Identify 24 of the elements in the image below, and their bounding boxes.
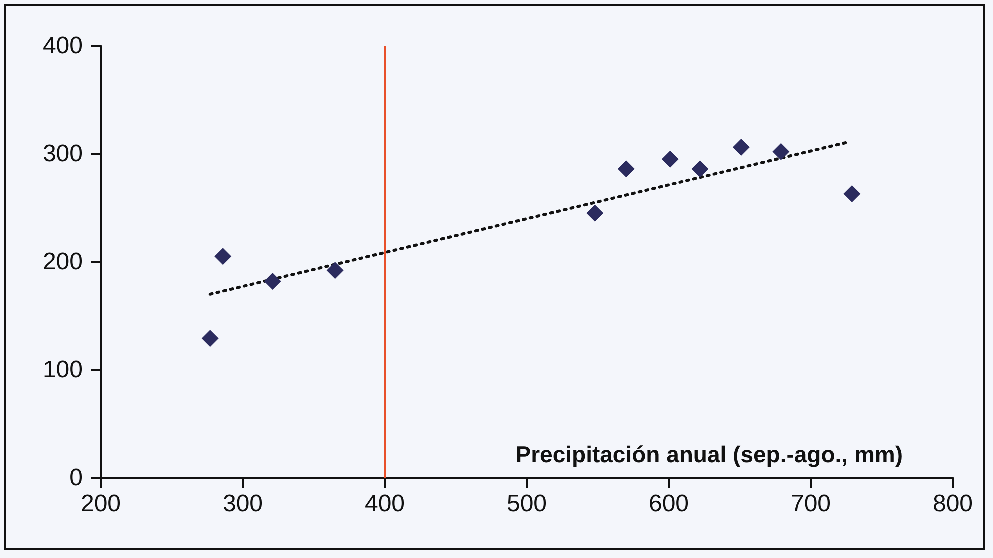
y-tick-label: 400: [42, 32, 83, 60]
point: [844, 185, 861, 202]
point: [586, 204, 604, 222]
y-tick-label: 100: [42, 356, 83, 384]
point: [662, 150, 679, 168]
x-tick-label: 800: [932, 490, 974, 518]
x-axis-title: Precipitación anual (sep.-ago., mm): [516, 442, 903, 468]
point: [732, 139, 750, 156]
x-tick-label: 200: [80, 490, 122, 518]
x-tick-label: 400: [364, 490, 406, 518]
point: [326, 262, 344, 280]
x-tick-label: 700: [790, 490, 832, 518]
point: [202, 330, 219, 348]
point: [214, 248, 232, 266]
x-tick-label: 300: [222, 490, 264, 518]
y-tick-label: 0: [70, 464, 83, 492]
y-tick-label: 300: [42, 140, 83, 168]
x-tick-label: 600: [648, 490, 690, 518]
point: [264, 272, 282, 290]
point: [772, 143, 790, 160]
x-tick-label: 500: [506, 490, 548, 518]
point: [618, 160, 635, 178]
point: [692, 160, 709, 178]
y-tick-label: 200: [42, 248, 83, 276]
